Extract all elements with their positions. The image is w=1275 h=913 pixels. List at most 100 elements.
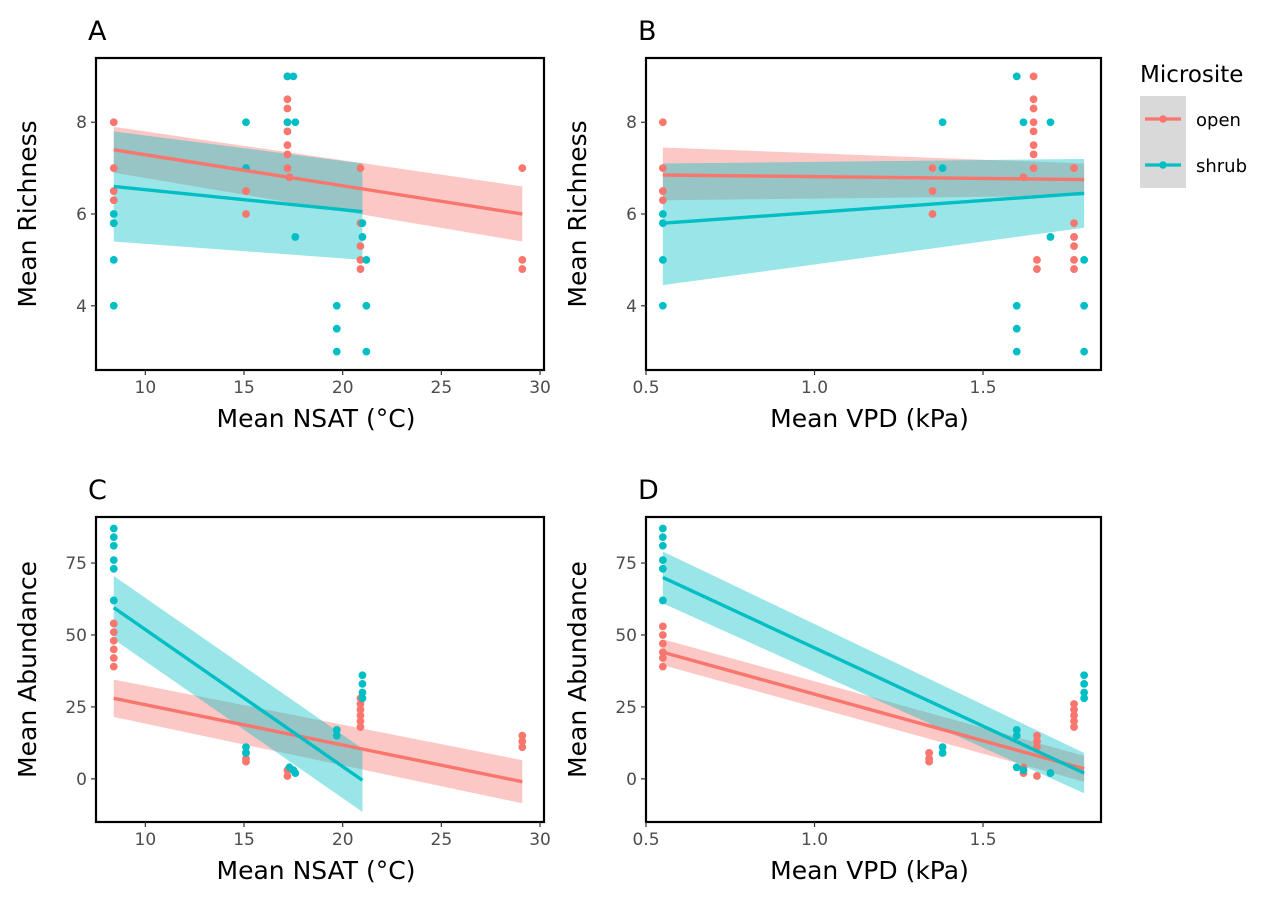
- x-axis-title: Mean VPD (kPa): [770, 404, 969, 433]
- data-point-open: [1070, 700, 1078, 708]
- data-point-open: [283, 772, 292, 780]
- legend-key-point-open: [1159, 115, 1167, 123]
- data-point-shrub: [283, 72, 292, 81]
- panel-b: B 0.5 1.0 1.5 4 6 8 Mean VPD (kPa) Mean Richness: [563, 16, 1103, 433]
- x-axis-title: Mean NSAT (°C): [217, 404, 416, 433]
- data-point-shrub: [242, 749, 250, 757]
- y-tick-label: 6: [76, 205, 87, 225]
- x-tick-label: 1.5: [970, 830, 997, 850]
- data-point-open: [283, 104, 292, 113]
- data-point-open: [283, 141, 292, 150]
- y-axis-title: Mean Richness: [13, 120, 42, 307]
- x-tick-label: 25: [431, 830, 453, 850]
- y-axis-title: Mean Abundance: [13, 561, 42, 778]
- data-point-open: [518, 265, 527, 273]
- legend-title: Microsite: [1140, 62, 1243, 88]
- data-point-shrub: [362, 301, 371, 310]
- data-point-shrub: [109, 255, 118, 264]
- data-point-shrub: [1080, 694, 1089, 703]
- data-point-shrub: [658, 255, 667, 264]
- data-point-open: [658, 187, 667, 195]
- data-point-open: [1070, 219, 1078, 228]
- x-tick-label: 10: [135, 378, 157, 398]
- data-point-shrub: [658, 541, 667, 550]
- plot-layer: [658, 524, 1089, 794]
- y-tick-label: 50: [65, 626, 87, 646]
- data-point-shrub: [1019, 766, 1028, 775]
- data-point-shrub: [1012, 731, 1021, 740]
- data-point-shrub: [109, 556, 118, 565]
- y-tick-label: 25: [65, 698, 87, 718]
- data-point-open: [109, 619, 118, 628]
- plot-layer: [109, 72, 527, 356]
- data-point-open: [658, 118, 667, 127]
- data-point-shrub: [938, 118, 947, 127]
- x-tick-label: 15: [233, 378, 255, 398]
- ci-band-open: [113, 126, 523, 242]
- data-point-shrub: [938, 164, 947, 173]
- x-tick-label: 1.0: [801, 378, 828, 398]
- ci-band-shrub: [662, 551, 1085, 794]
- data-point-shrub: [358, 671, 367, 680]
- plot-background: [96, 58, 544, 370]
- x-tick-label: 10: [135, 830, 157, 850]
- data-point-shrub: [362, 347, 371, 356]
- y-tick-label: 0: [626, 770, 637, 790]
- data-point-shrub: [358, 688, 367, 697]
- data-point-open: [925, 749, 934, 757]
- data-point-open: [1070, 233, 1078, 241]
- data-point-shrub: [658, 533, 667, 542]
- y-tick-label: 8: [626, 113, 637, 133]
- data-point-shrub: [658, 524, 667, 533]
- x-tick-label: 20: [332, 378, 354, 398]
- fit-line-open: [662, 173, 1085, 182]
- data-point-open: [356, 711, 365, 720]
- data-point-open: [109, 187, 118, 195]
- data-point-shrub: [1046, 118, 1055, 127]
- data-point-open: [356, 164, 365, 173]
- data-point-open: [658, 164, 667, 173]
- data-point-open: [242, 210, 250, 218]
- data-point-open: [658, 639, 667, 648]
- plot-border: [644, 515, 1103, 824]
- data-point-shrub: [1012, 324, 1021, 333]
- data-point-open: [356, 255, 365, 264]
- fit-line-open: [662, 650, 1085, 771]
- legend-entry-shrub: shrub: [1140, 142, 1247, 188]
- data-point-shrub: [1080, 347, 1089, 356]
- data-point-shrub: [358, 694, 367, 703]
- data-point-shrub: [1080, 301, 1089, 310]
- x-tick-label: 1.5: [970, 378, 997, 398]
- data-point-shrub: [658, 301, 667, 310]
- data-point-shrub: [242, 118, 250, 127]
- data-point-shrub: [109, 301, 118, 310]
- data-point-shrub: [332, 301, 341, 310]
- data-point-open: [658, 196, 667, 205]
- data-point-open: [658, 631, 667, 639]
- data-point-shrub: [658, 596, 667, 605]
- data-point-shrub: [332, 731, 341, 740]
- data-point-shrub: [1046, 769, 1055, 777]
- panels: A 10 15 20 25 30 4 6 8 Mean NSAT (°C) Mean Richnes…: [13, 16, 1103, 885]
- panel-letter: C: [88, 475, 107, 506]
- data-point-shrub: [1080, 688, 1089, 697]
- panel-c: C 10 15 20 25 30 0 25 50 75 Mean NSAT (°C) Mean Abu…: [13, 475, 551, 885]
- data-point-shrub: [109, 210, 118, 218]
- y-tick-label: 8: [76, 113, 87, 133]
- data-point-open: [283, 95, 292, 104]
- y-tick-label: 4: [626, 297, 637, 317]
- data-point-open: [1033, 265, 1041, 273]
- x-tick-label: 1.0: [801, 830, 828, 850]
- data-point-open: [283, 150, 292, 159]
- data-point-open: [658, 654, 667, 662]
- data-point-shrub: [109, 564, 118, 573]
- plot-border: [94, 515, 546, 824]
- data-point-shrub: [1012, 726, 1021, 734]
- y-axis-title: Mean Abundance: [563, 561, 592, 778]
- data-point-open: [109, 118, 118, 127]
- data-point-open: [356, 717, 365, 726]
- fit-line-open: [113, 696, 523, 784]
- x-tick-label: 25: [431, 378, 453, 398]
- data-point-shrub: [1012, 301, 1021, 310]
- x-tick-label: 0.5: [632, 378, 659, 398]
